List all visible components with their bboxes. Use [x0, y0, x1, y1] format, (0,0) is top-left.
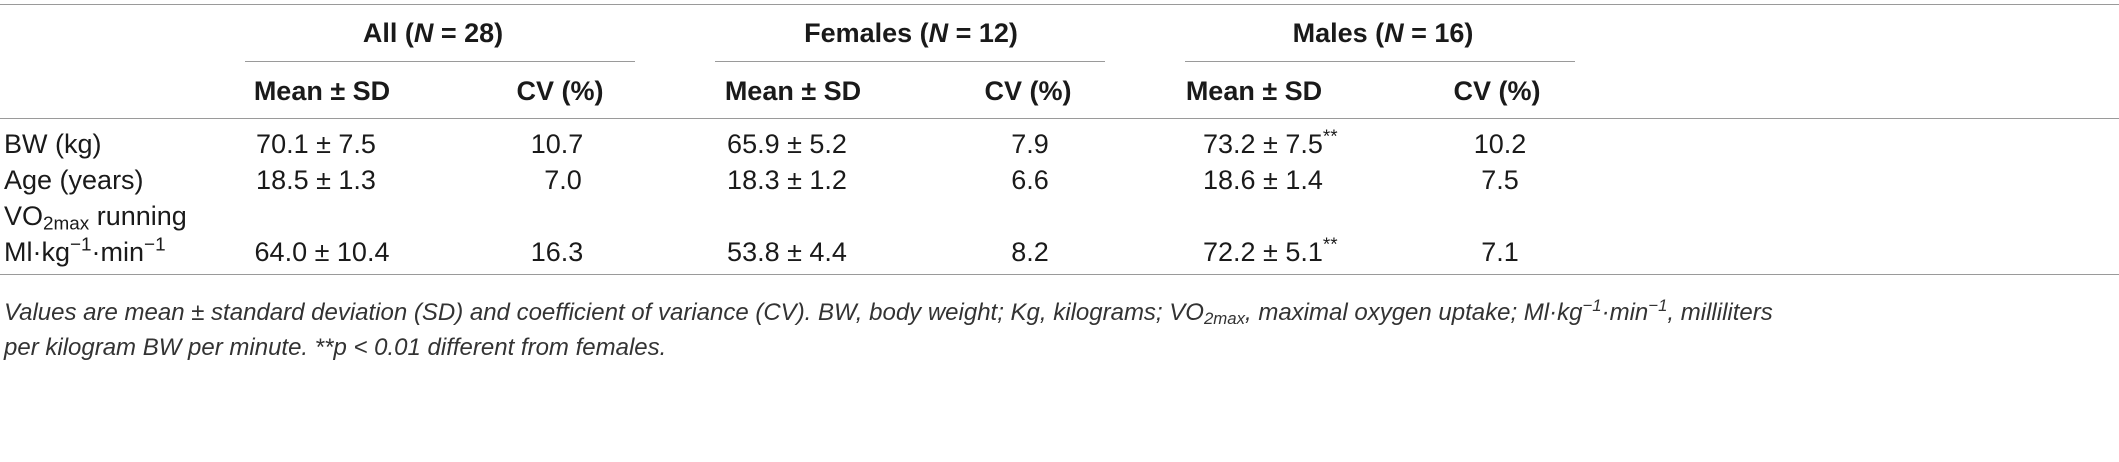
- table-footnote-line2: per kilogram BW per minute. **p < 0.01 d…: [4, 334, 667, 361]
- vo2-males-cv: 7.1: [1481, 237, 1519, 267]
- group-header-males: Males (N = 16): [1292, 18, 1474, 48]
- subheader-mean-sd-males: Mean ± SD: [1185, 76, 1323, 106]
- row-label-vo2max-unit: Ml·kg−1·min−1: [4, 234, 166, 267]
- subheader-cv-all: CV (%): [516, 76, 604, 106]
- age-males-mean: 18.6 ± 1.4: [1203, 165, 1323, 195]
- bw-females-cv: 7.9: [1011, 129, 1049, 159]
- age-females-cv: 6.6: [1011, 165, 1049, 195]
- significance-mark: **: [1322, 126, 1338, 148]
- bw-all-mean: 70.1 ± 7.5: [256, 129, 376, 159]
- age-females-mean: 18.3 ± 1.2: [727, 165, 847, 195]
- vo2-females-mean: 53.8 ± 4.4: [727, 237, 847, 267]
- top-rule: [0, 4, 2119, 5]
- age-males-cv: 7.5: [1481, 165, 1519, 195]
- table-footnote-line1: Values are mean ± standard deviation (SD…: [4, 295, 1773, 329]
- bw-males-cv: 10.2: [1473, 129, 1527, 159]
- row-label-bw: BW (kg): [4, 129, 102, 159]
- bw-males-mean: 73.2 ± 7.5**: [1203, 126, 1338, 159]
- vo2-females-cv: 8.2: [1011, 237, 1049, 267]
- group-header-all: All (N = 28): [362, 18, 504, 48]
- vo2-all-mean: 64.0 ± 10.4: [254, 237, 390, 267]
- subheader-cv-males: CV (%): [1453, 76, 1541, 106]
- header-rule: [0, 118, 2119, 119]
- vo2-males-mean: 72.2 ± 5.1**: [1203, 234, 1338, 267]
- subheader-mean-sd-females: Mean ± SD: [724, 76, 862, 106]
- group-rule-males: [1185, 61, 1575, 62]
- group-header-females: Females (N = 12): [804, 18, 1018, 48]
- significance-mark: **: [1322, 234, 1338, 256]
- bw-females-mean: 65.9 ± 5.2: [727, 129, 847, 159]
- subheader-mean-sd-all: Mean ± SD: [253, 76, 391, 106]
- age-all-cv: 7.0: [544, 165, 582, 195]
- row-label-age: Age (years): [4, 165, 144, 195]
- age-all-mean: 18.5 ± 1.3: [256, 165, 376, 195]
- group-rule-all: [245, 61, 635, 62]
- row-label-vo2max: VO2max running: [4, 201, 187, 235]
- subheader-cv-females: CV (%): [984, 76, 1072, 106]
- vo2-all-cv: 16.3: [530, 237, 584, 267]
- bw-all-cv: 10.7: [530, 129, 584, 159]
- bottom-rule: [0, 274, 2119, 275]
- group-rule-females: [715, 61, 1105, 62]
